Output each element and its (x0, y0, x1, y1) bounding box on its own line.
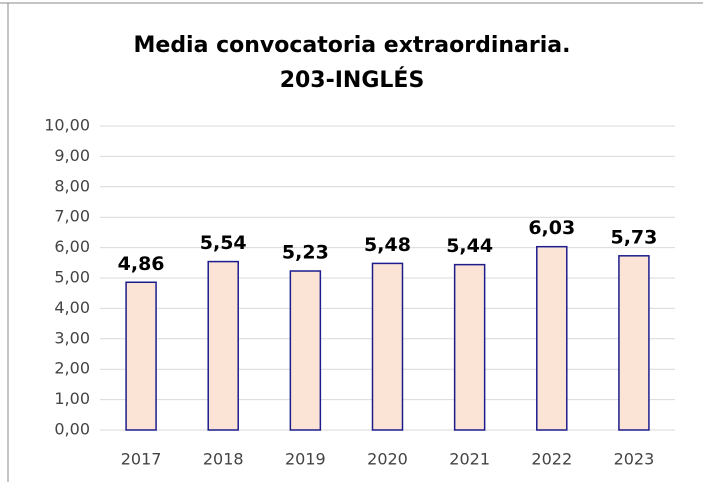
bar (536, 245, 568, 431)
data-label: 4,86 (118, 253, 165, 275)
y-tick-label: 8,00 (54, 176, 90, 195)
x-tick-label: 2021 (449, 450, 490, 469)
y-tick-label: 3,00 (54, 328, 90, 347)
y-tick-label: 9,00 (54, 146, 90, 165)
chart-title: Media convocatoria extraordinaria. (134, 33, 571, 58)
x-tick-label: 2019 (285, 450, 326, 469)
bar (207, 260, 239, 431)
y-tick-label: 6,00 (54, 237, 90, 256)
y-tick-label: 0,00 (54, 420, 90, 439)
x-tick-label: 2017 (121, 450, 162, 469)
x-tick-label: 2023 (614, 450, 655, 469)
y-tick-label: 2,00 (54, 359, 90, 378)
data-label: 5,48 (364, 234, 411, 256)
y-tick-label: 10,00 (44, 116, 90, 135)
chart-subtitle: 203-INGLÉS (280, 67, 425, 93)
bar (453, 263, 486, 431)
x-tick-label: 2022 (531, 450, 572, 469)
y-tick-label: 5,00 (54, 268, 90, 287)
data-label: 5,23 (282, 242, 329, 264)
y-tick-label: 4,00 (54, 298, 90, 317)
x-tick-label: 2018 (203, 450, 244, 469)
y-tick-label: 1,00 (54, 389, 90, 408)
data-label: 5,54 (200, 232, 247, 254)
data-label: 6,03 (528, 217, 575, 239)
bar (125, 281, 157, 431)
bar (289, 270, 322, 431)
data-label: 5,73 (610, 226, 657, 248)
data-label: 5,44 (446, 235, 493, 257)
y-tick-label: 7,00 (54, 207, 90, 226)
bar (618, 255, 650, 431)
x-tick-label: 2020 (367, 450, 408, 469)
bar (371, 262, 404, 431)
